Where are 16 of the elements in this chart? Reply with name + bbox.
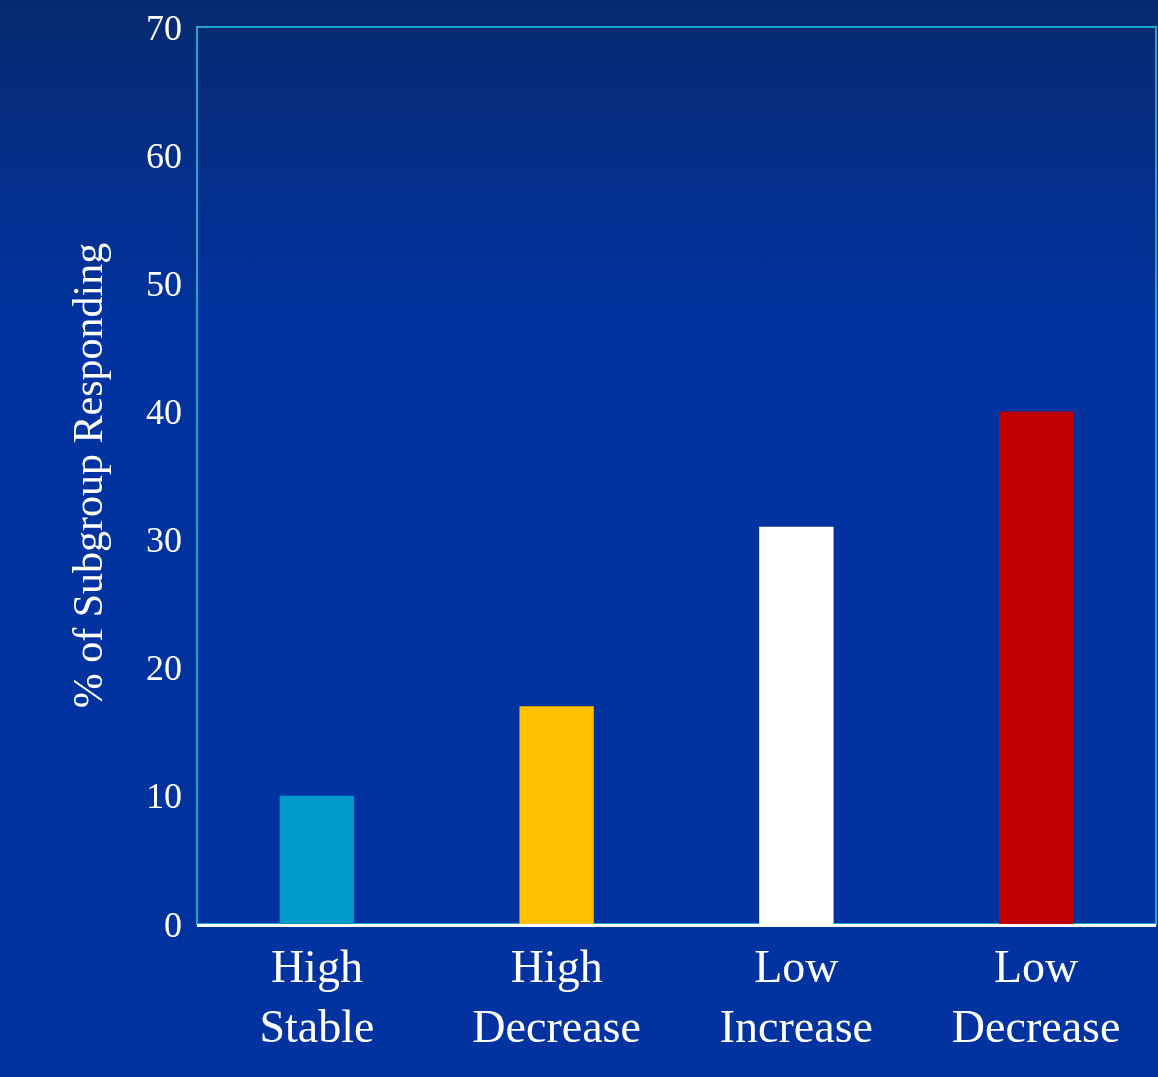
x-tick-label: High Decrease xyxy=(472,941,641,1052)
y-tick-label: 10 xyxy=(146,776,182,817)
bar xyxy=(519,706,594,924)
y-tick-label: 20 xyxy=(146,648,182,689)
x-tick-label: Low Decrease xyxy=(951,941,1121,1052)
y-tick-label: 40 xyxy=(146,392,182,433)
y-tick-label: 50 xyxy=(146,263,182,304)
y-axis-title: % of Subgroup Responding xyxy=(64,242,111,709)
x-tick-label: Low Increase xyxy=(719,941,873,1052)
bar xyxy=(279,795,355,924)
y-tick-label: 30 xyxy=(146,520,182,561)
y-tick-label: 70 xyxy=(146,7,182,48)
y-tick-label: 0 xyxy=(164,904,182,945)
x-tick-label: High Stable xyxy=(259,941,375,1052)
y-tick-label: 60 xyxy=(146,135,182,176)
bar xyxy=(998,411,1074,924)
